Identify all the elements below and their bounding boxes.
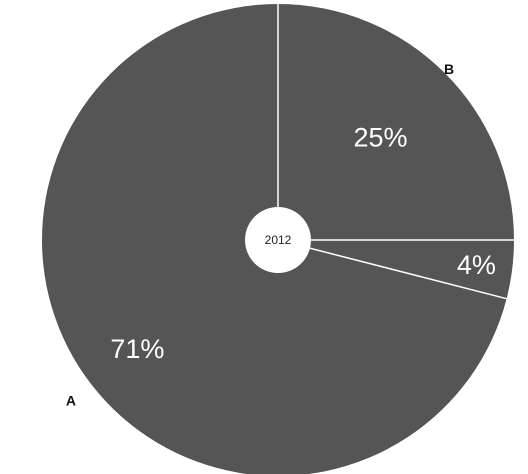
pie-slice-b [278,4,514,240]
slice-divider [277,239,507,300]
slice-value-label-a: 71% [110,334,164,364]
slice-value-label-c: 4% [457,250,496,280]
center-hole [245,207,311,273]
slice-dividers [277,4,514,300]
slice-category-label-a: A [66,393,76,409]
slice-value-label-b: 25% [354,122,408,152]
slice-category-label-b: B [444,61,454,77]
slice-labels: 25%B4%C71%A [66,61,496,409]
center-label: 2012 [265,233,292,247]
